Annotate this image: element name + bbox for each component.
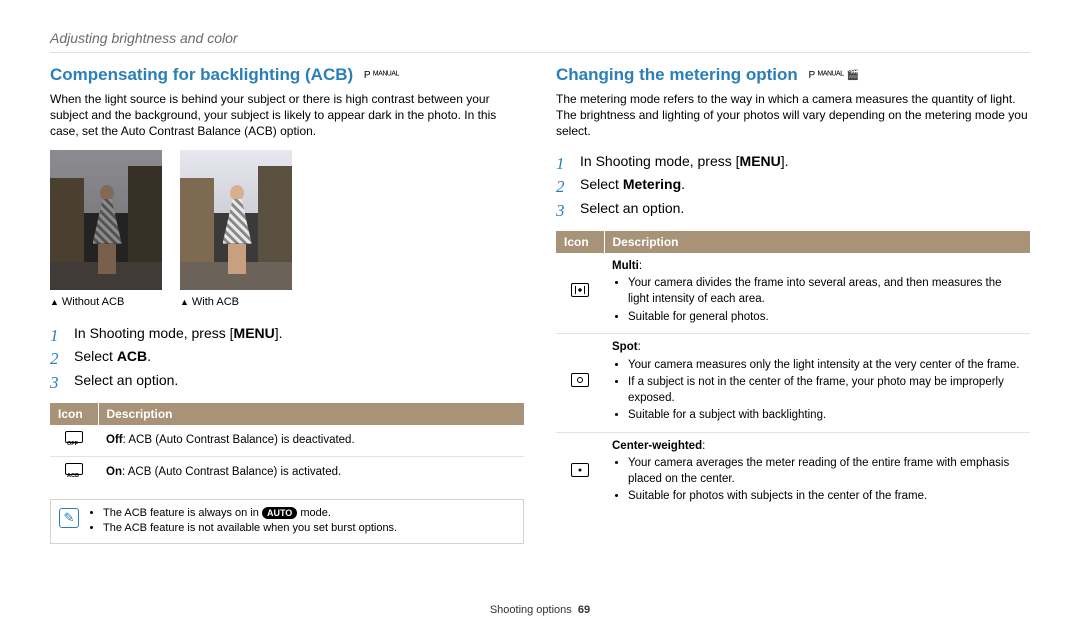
acb-off-icon	[65, 431, 83, 445]
page-number: 69	[578, 604, 590, 616]
th-icon: Icon	[556, 231, 604, 253]
desc-cell: On: ACB (Auto Contrast Balance) is activ…	[98, 457, 524, 489]
opt-text: : ACB (Auto Contrast Balance) is activat…	[122, 466, 341, 478]
step-text: In Shooting mode, press [	[580, 153, 740, 169]
th-description: Description	[98, 403, 524, 425]
table-row: On: ACB (Auto Contrast Balance) is activ…	[50, 457, 524, 489]
note-item: The ACB feature is always on in AUTO mod…	[103, 506, 515, 521]
th-icon: Icon	[50, 403, 98, 425]
desc-cell: Spot: Your camera measures only the ligh…	[604, 334, 1030, 433]
step-bold: Metering	[623, 176, 681, 192]
acb-options-table: Icon Description Off: ACB (Auto Contrast…	[50, 403, 524, 489]
footer-label: Shooting options	[490, 604, 572, 616]
title-text: Changing the metering option	[556, 65, 798, 84]
icon-cell	[50, 457, 98, 489]
step-2: Select Metering.	[556, 173, 1030, 197]
menu-button-label: MENU	[740, 153, 781, 169]
step-bold: ACB	[117, 348, 147, 364]
photo-without-acb	[50, 150, 162, 290]
title-text: Compensating for backlighting (ACB)	[50, 65, 353, 84]
note-text: mode.	[297, 507, 331, 519]
desc-cell: Off: ACB (Auto Contrast Balance) is deac…	[98, 425, 524, 457]
th-description: Description	[604, 231, 1030, 253]
opt-bullet: Your camera averages the meter reading o…	[628, 456, 1022, 487]
mode-indicators: P ᴹᴬᴺᵁᴬᴸ 🎬	[809, 70, 860, 81]
photo-captions: Without ACB With ACB	[50, 296, 524, 308]
icon-cell	[556, 253, 604, 334]
step-text: ].	[781, 153, 789, 169]
mode-indicators: P ᴹᴬᴺᵁᴬᴸ	[364, 70, 400, 81]
icon-cell	[556, 432, 604, 513]
page-footer: Shooting options 69	[0, 604, 1080, 616]
right-column: Changing the metering option P ᴹᴬᴺᵁᴬᴸ 🎬 …	[556, 65, 1030, 544]
opt-heading: Multi	[612, 260, 639, 272]
note-item: The ACB feature is not available when yo…	[103, 521, 515, 536]
step-1: In Shooting mode, press [MENU].	[50, 322, 524, 346]
caption-without-acb: Without ACB	[50, 296, 162, 308]
intro-paragraph: When the light source is behind your sub…	[50, 91, 524, 140]
content-columns: Compensating for backlighting (ACB) P ᴹᴬ…	[50, 65, 1030, 544]
metering-steps: In Shooting mode, press [MENU]. Select M…	[556, 150, 1030, 221]
step-2: Select ACB.	[50, 345, 524, 369]
step-1: In Shooting mode, press [MENU].	[556, 150, 1030, 174]
opt-bullet: Suitable for photos with subjects in the…	[628, 489, 1022, 505]
sample-photos	[50, 150, 524, 290]
opt-text: : ACB (Auto Contrast Balance) is deactiv…	[123, 434, 355, 446]
table-row: Off: ACB (Auto Contrast Balance) is deac…	[50, 425, 524, 457]
left-column: Compensating for backlighting (ACB) P ᴹᴬ…	[50, 65, 524, 544]
section-title-acb: Compensating for backlighting (ACB) P ᴹᴬ…	[50, 65, 524, 85]
step-text: In Shooting mode, press [	[74, 325, 234, 341]
opt-bullet: Suitable for general photos.	[628, 310, 1022, 326]
note-icon: ✎	[59, 508, 79, 528]
table-row: Multi: Your camera divides the frame int…	[556, 253, 1030, 334]
opt-heading: Spot	[612, 341, 638, 353]
auto-mode-pill: AUTO	[262, 507, 297, 520]
metering-options-table: Icon Description Multi: Your camera divi…	[556, 231, 1030, 513]
menu-button-label: MENU	[234, 325, 275, 341]
metering-multi-icon	[571, 283, 589, 297]
step-text: Select	[74, 348, 117, 364]
acb-on-icon	[65, 463, 83, 477]
opt-bullet: If a subject is not in the center of the…	[628, 375, 1022, 406]
breadcrumb-header: Adjusting brightness and color	[50, 30, 1030, 53]
metering-center-icon	[571, 463, 589, 477]
opt-bold: On	[106, 466, 122, 478]
table-row: Center-weighted: Your camera averages th…	[556, 432, 1030, 513]
opt-bullet: Your camera measures only the light inte…	[628, 358, 1022, 374]
opt-heading: Center-weighted	[612, 440, 702, 452]
opt-bullet: Your camera divides the frame into sever…	[628, 276, 1022, 307]
step-text: .	[681, 176, 685, 192]
note-box: ✎ The ACB feature is always on in AUTO m…	[50, 499, 524, 544]
intro-paragraph: The metering mode refers to the way in w…	[556, 91, 1030, 140]
desc-cell: Center-weighted: Your camera averages th…	[604, 432, 1030, 513]
acb-steps: In Shooting mode, press [MENU]. Select A…	[50, 322, 524, 393]
caption-with-acb: With ACB	[180, 296, 292, 308]
icon-cell	[50, 425, 98, 457]
section-title-metering: Changing the metering option P ᴹᴬᴺᵁᴬᴸ 🎬	[556, 65, 1030, 85]
step-3: Select an option.	[50, 369, 524, 393]
step-text: Select	[580, 176, 623, 192]
step-text: .	[147, 348, 151, 364]
note-text: The ACB feature is always on in	[103, 507, 262, 519]
metering-spot-icon	[571, 373, 589, 387]
step-3: Select an option.	[556, 197, 1030, 221]
opt-bullet: Suitable for a subject with backlighting…	[628, 408, 1022, 424]
photo-with-acb	[180, 150, 292, 290]
step-text: ].	[275, 325, 283, 341]
desc-cell: Multi: Your camera divides the frame int…	[604, 253, 1030, 334]
table-row: Spot: Your camera measures only the ligh…	[556, 334, 1030, 433]
opt-bold: Off	[106, 434, 123, 446]
icon-cell	[556, 334, 604, 433]
